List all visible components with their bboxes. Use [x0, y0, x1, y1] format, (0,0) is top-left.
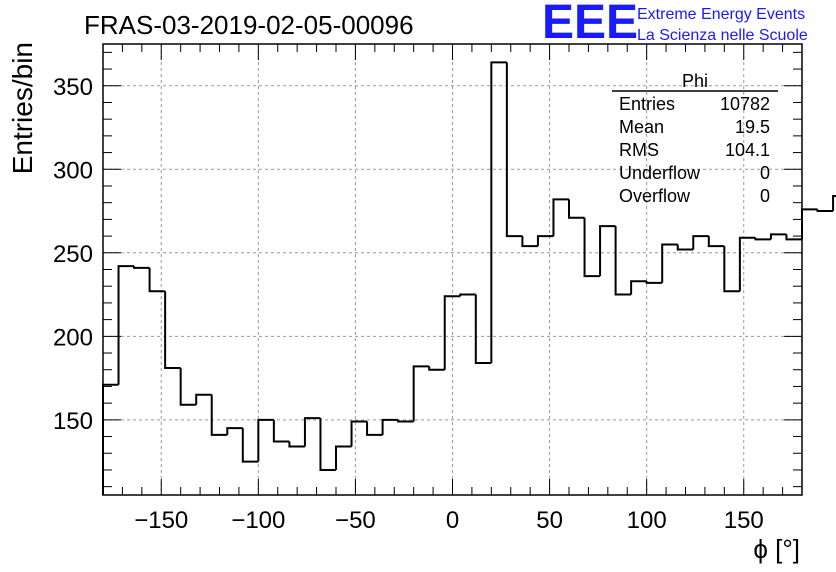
x-axis-label: ϕ [°] [753, 534, 800, 564]
histogram-bin [785, 234, 802, 241]
histogram-bin [505, 62, 523, 238]
axes-layer: −150 −100 −50 0 50 100 150 150 200 250 300 350 [53, 43, 803, 534]
histogram-bin [164, 291, 181, 370]
histogram-bin [350, 420, 368, 447]
histogram-bin [614, 226, 632, 296]
histogram-bin [676, 244, 694, 251]
histogram-layer [102, 61, 836, 495]
histogram-bin [568, 199, 585, 219]
histogram-bin [428, 366, 445, 371]
stats-title: Phi [682, 71, 708, 91]
histogram-bin [241, 428, 259, 463]
x-tick-label: 100 [627, 507, 667, 534]
y-tick-label: 350 [53, 74, 93, 101]
x-tick-label: 150 [724, 507, 764, 534]
histogram-bin [210, 394, 228, 436]
histogram-bin [583, 217, 601, 278]
logo-line-2: La Scienza nelle Scuole [637, 27, 808, 44]
x-tick-label: 50 [536, 507, 563, 534]
x-tick-label: 0 [446, 507, 459, 534]
histogram-bin [148, 267, 166, 293]
histogram-bin [490, 61, 507, 364]
histogram-bin [397, 419, 414, 423]
stats-label: Entries [619, 94, 675, 114]
histogram-bin [303, 417, 321, 447]
x-tick-label: −50 [335, 507, 376, 534]
histogram-bin [133, 266, 150, 269]
histogram-bin [832, 195, 836, 212]
stats-value: 0 [760, 163, 770, 183]
stats-value: 104.1 [725, 140, 770, 160]
histogram-bin [226, 427, 243, 435]
histogram-bin [412, 365, 430, 422]
chart-title: FRAS-03-2019-02-05-00096 [84, 10, 414, 40]
y-tick-label: 250 [53, 241, 93, 268]
x-tick-label: −150 [134, 507, 188, 534]
histogram-bin [521, 236, 538, 248]
stats-box: Phi Entries 10782 Mean 19.5 RMS 104.1 Underflow… [612, 71, 778, 206]
histogram-bin [117, 265, 135, 385]
histogram-bin [754, 237, 771, 241]
histogram-bin [552, 198, 569, 237]
histogram-bin [769, 233, 787, 240]
histogram-bin [692, 235, 709, 250]
histogram-bin [661, 243, 678, 283]
histogram-bin [335, 445, 352, 470]
histogram-bin [195, 393, 212, 405]
y-tick-label: 150 [53, 408, 93, 435]
histogram-bin [257, 418, 274, 462]
eee-logo: EEE [542, 0, 638, 49]
stats-value: 0 [760, 186, 770, 206]
grid-layer [103, 44, 802, 495]
histogram-bin [366, 421, 383, 436]
histogram-bin [272, 419, 290, 443]
y-tick-label: 200 [53, 324, 93, 351]
stats-label: RMS [619, 140, 659, 160]
histogram-bin [179, 368, 197, 406]
histogram-bin [723, 246, 740, 293]
logo-line-1: Extreme Energy Events [637, 6, 805, 23]
histogram-bin [630, 280, 647, 295]
histogram-bin [599, 225, 616, 277]
histogram-bin [459, 293, 476, 297]
histogram-bin [738, 236, 756, 292]
histogram-bin [288, 441, 305, 448]
histogram-bin [536, 235, 554, 247]
stats-value: 10782 [720, 94, 770, 114]
x-tick-label: −100 [231, 507, 285, 534]
histogram-bin [474, 294, 492, 365]
stats-value: 19.5 [735, 117, 770, 137]
histogram-bin [381, 418, 399, 435]
stats-label: Underflow [619, 163, 701, 183]
stats-label: Mean [619, 117, 664, 137]
y-axis-label: Entries/bin [7, 42, 38, 174]
histogram-bin [319, 418, 336, 471]
stats-label: Overflow [619, 186, 691, 206]
y-tick-label: 300 [53, 157, 93, 184]
histogram-bin [645, 281, 663, 284]
histogram-bin [443, 295, 461, 370]
histogram-bin [816, 209, 834, 213]
histogram-bin [707, 236, 725, 248]
